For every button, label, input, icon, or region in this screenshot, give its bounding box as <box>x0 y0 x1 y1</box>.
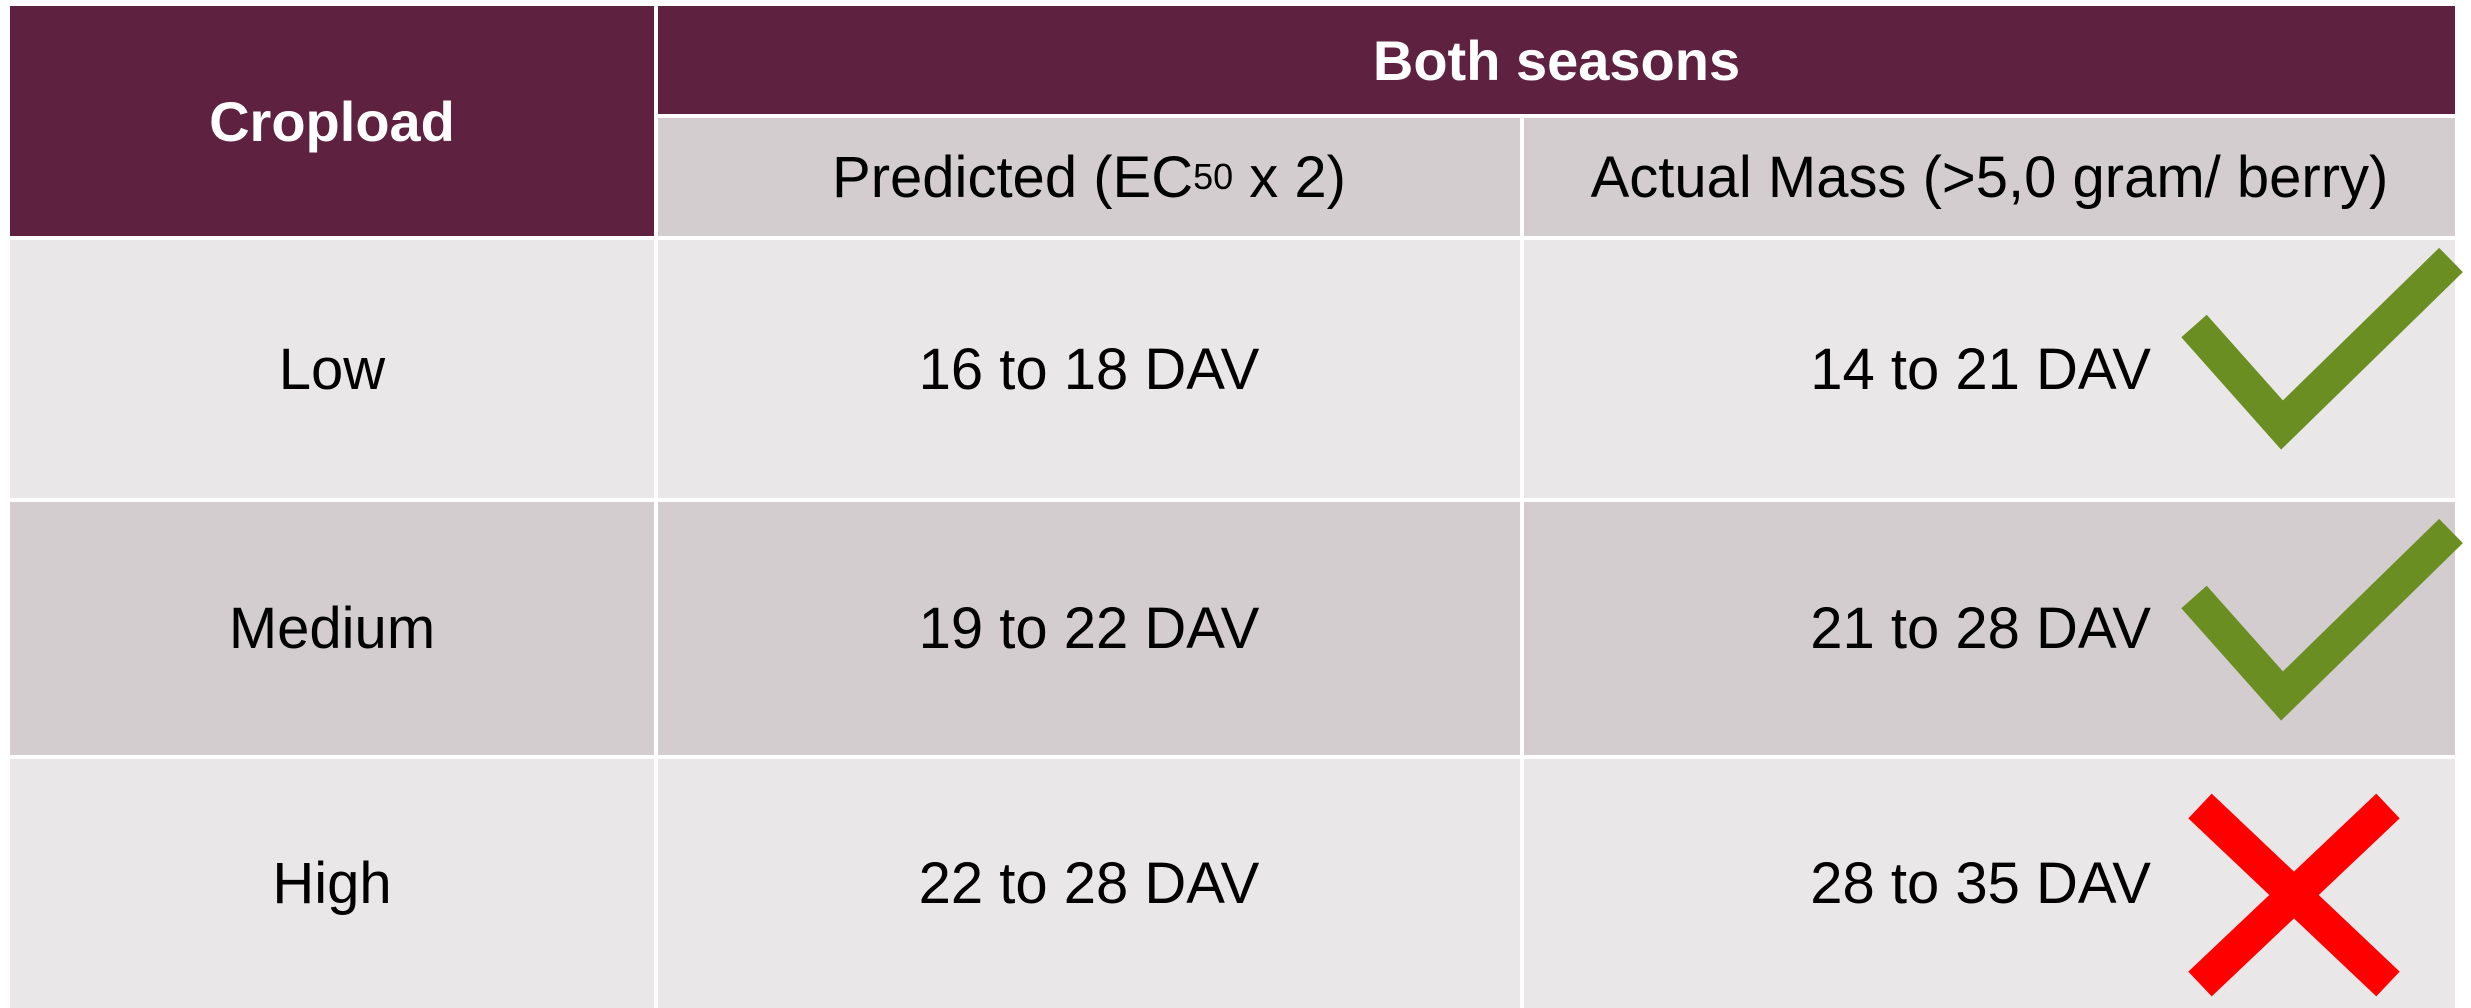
corner-header: Cropload <box>10 6 654 236</box>
cropload-cell: Low <box>10 240 654 498</box>
check-icon <box>2181 518 2463 721</box>
text: x 2) <box>1233 144 1346 210</box>
predicted-header: Predicted (EC 50 x 2) <box>658 118 1520 236</box>
cross-icon <box>2188 793 2400 997</box>
actual-header: Actual Mass (>5,0 gram/ berry) <box>1524 118 2455 236</box>
predicted-cell: 16 to 18 DAV <box>658 240 1520 498</box>
actual-cell: 14 to 21 DAV <box>1524 240 2455 498</box>
predicted-cell: 19 to 22 DAV <box>658 502 1520 755</box>
subscript: 50 <box>1193 156 1234 197</box>
cropload-cell: Medium <box>10 502 654 755</box>
text: Predicted (EC <box>832 144 1194 210</box>
actual-cell: 21 to 28 DAV <box>1524 502 2455 755</box>
predicted-cell: 22 to 28 DAV <box>658 759 1520 1008</box>
check-icon <box>2181 247 2463 450</box>
cropload-cell: High <box>10 759 654 1008</box>
group-header: Both seasons <box>658 6 2455 114</box>
